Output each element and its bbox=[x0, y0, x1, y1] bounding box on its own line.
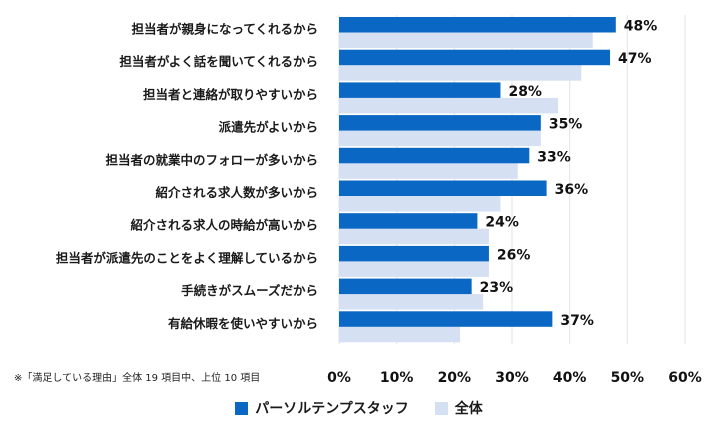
category-label: 担当者の就業中のフォローが多いから bbox=[105, 152, 318, 167]
bar-series-2 bbox=[339, 65, 582, 81]
bar-series-1 bbox=[339, 213, 478, 229]
data-label: 36% bbox=[555, 182, 589, 198]
legend: パーソルテンプスタッフ 全体 bbox=[0, 398, 718, 418]
category-label: 派遣先がよいから bbox=[219, 120, 318, 135]
data-label: 24% bbox=[485, 215, 519, 231]
legend-item-series-1: パーソルテンプスタッフ bbox=[235, 398, 409, 418]
data-label: 33% bbox=[537, 149, 571, 165]
data-label: 37% bbox=[560, 313, 594, 329]
category-label: 担当者がよく話を聞いてくれるから bbox=[119, 54, 318, 69]
bar-series-1 bbox=[339, 17, 616, 33]
bar-series-2 bbox=[339, 130, 541, 147]
x-tick-label: 20% bbox=[438, 370, 472, 386]
category-label: 紹介される求人数が多いから bbox=[155, 185, 318, 200]
bar-series-1 bbox=[339, 311, 553, 327]
bar-series-1 bbox=[339, 278, 472, 295]
bar-series-1 bbox=[339, 49, 611, 66]
bar-series-2 bbox=[339, 294, 484, 310]
x-tick-label: 30% bbox=[495, 370, 529, 386]
bar-series-2 bbox=[339, 196, 501, 212]
category-label: 有給休暇を使いやすいから bbox=[168, 316, 318, 331]
data-label: 47% bbox=[618, 51, 652, 67]
legend-label-series-2: 全体 bbox=[454, 401, 483, 417]
legend-swatch-series-2 bbox=[434, 401, 448, 415]
data-label: 48% bbox=[624, 19, 658, 35]
data-label: 26% bbox=[497, 247, 531, 263]
bar-series-2 bbox=[339, 326, 461, 343]
bar-series-2 bbox=[339, 97, 559, 114]
bar-series-1 bbox=[339, 245, 489, 262]
data-label: 23% bbox=[480, 280, 514, 296]
x-tick-label: 40% bbox=[553, 370, 587, 386]
bar-series-1 bbox=[339, 147, 530, 164]
legend-label-series-1: パーソルテンプスタッフ bbox=[255, 401, 409, 417]
bar-series-2 bbox=[339, 228, 489, 245]
bar-series-1 bbox=[339, 82, 501, 98]
bar-series-1 bbox=[339, 115, 541, 131]
footnote: ※「満足している理由」全体 19 項目中、上位 10 項目 bbox=[14, 373, 261, 384]
x-tick-label: 60% bbox=[668, 370, 702, 386]
legend-swatch-series-1 bbox=[235, 401, 249, 415]
bar-series-2 bbox=[339, 32, 593, 48]
data-label: 28% bbox=[508, 84, 542, 100]
legend-item-series-2: 全体 bbox=[434, 398, 483, 418]
category-label: 紹介される求人の時給が高いから bbox=[130, 218, 318, 233]
x-tick-label: 0% bbox=[327, 370, 351, 386]
x-tick-label: 50% bbox=[611, 370, 645, 386]
data-label: 35% bbox=[549, 117, 583, 133]
x-tick-label: 10% bbox=[380, 370, 414, 386]
category-label: 担当者と連絡が取りやすいから bbox=[143, 87, 318, 102]
category-label: 担当者が親身になってくれるから bbox=[131, 22, 318, 37]
category-label: 手続きがスムーズだから bbox=[181, 283, 318, 298]
bar-series-2 bbox=[339, 163, 518, 179]
bar-series-1 bbox=[339, 180, 547, 196]
category-label: 担当者が派遣先のことをよく理解しているから bbox=[56, 250, 318, 265]
bar-series-2 bbox=[339, 261, 489, 277]
